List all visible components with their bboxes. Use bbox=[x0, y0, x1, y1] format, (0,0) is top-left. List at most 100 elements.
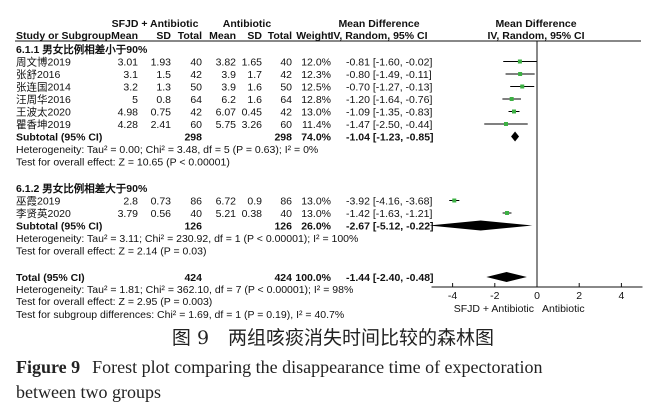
effect-square bbox=[505, 211, 510, 215]
table-row: 张连国2014 3.2 1.3 50 3.9 1.6 50 12.5% -0.70 [-1.27… bbox=[16, 81, 432, 94]
effect-square bbox=[452, 198, 457, 203]
header-md-method: IV, Random, 95% CI bbox=[330, 30, 427, 42]
cell-n-c: 86 bbox=[280, 196, 292, 208]
subgroup-differences-text: Test for subgroup differences: Chi² = 1.… bbox=[16, 309, 344, 321]
subtotal-row-label: Subtotal (95% CI) bbox=[16, 221, 102, 233]
subtotal-row-n-exp: 126 bbox=[184, 221, 202, 233]
header-group-ctl: Antibiotic bbox=[223, 18, 272, 30]
cell-n-c: 60 bbox=[280, 119, 292, 131]
total-row-ci: -1.44 [-2.40, -0.48] bbox=[346, 272, 434, 284]
total-row: Total (95% CI) 424 424 100.0% -1.44 [-2.40, … bbox=[16, 272, 434, 284]
effect-square bbox=[512, 109, 517, 114]
cell-mean-e: 3.01 bbox=[118, 57, 139, 69]
cell-weight: 13.0% bbox=[301, 107, 331, 119]
effect-square bbox=[517, 59, 522, 64]
cell-mean-c: 3.82 bbox=[216, 57, 237, 69]
cell-mean-c: 6.07 bbox=[216, 107, 237, 119]
ci-text: -0.81 [-1.60, -0.02] bbox=[346, 57, 432, 69]
cell-mean-e: 3.2 bbox=[123, 82, 138, 94]
cell-sd-c: 0.38 bbox=[242, 208, 263, 220]
cell-weight: 12.3% bbox=[301, 69, 331, 81]
table-row: 瞿香坤2019 4.28 2.41 60 5.75 3.26 60 11.4% -1.47 [-… bbox=[16, 118, 432, 131]
total-row-diamond bbox=[486, 272, 527, 282]
total-overall-effect-text: Test for overall effect: Z = 2.95 (P = 0… bbox=[16, 296, 212, 308]
x-tick-label: -4 bbox=[448, 290, 457, 302]
header-group-exp: SFJD + Antibiotic bbox=[112, 18, 199, 30]
table-row: 巫霞2019 2.8 0.73 86 6.72 0.9 86 13.0% -3.92 [-4.1… bbox=[16, 196, 432, 208]
cell-n-c: 40 bbox=[280, 57, 292, 69]
cell-mean-c: 5.75 bbox=[216, 119, 237, 131]
effect-square bbox=[503, 122, 508, 126]
cell-sd-e: 0.8 bbox=[156, 94, 171, 106]
cell-n-c: 50 bbox=[280, 82, 292, 94]
table-row: 李贤英2020 3.79 0.56 40 5.21 0.38 40 13.0% -1.42 [-… bbox=[16, 207, 432, 220]
cell-n-e: 42 bbox=[190, 107, 202, 119]
cell-weight: 12.8% bbox=[301, 94, 331, 106]
subtotal-row-ci: -1.04 [-1.23, -0.85] bbox=[346, 132, 434, 144]
cell-weight: 12.0% bbox=[301, 57, 331, 69]
cell-n-e: 60 bbox=[190, 119, 202, 131]
total-row-n-ctl: 424 bbox=[274, 272, 292, 284]
overall-effect-text: Test for overall effect: Z = 2.14 (P = 0… bbox=[16, 246, 206, 258]
header-md-plot-method: IV, Random, 95% CI bbox=[487, 30, 584, 42]
cell-mean-e: 3.79 bbox=[118, 208, 139, 220]
cell-sd-e: 2.41 bbox=[151, 119, 172, 131]
subtotal-row: Subtotal (95% CI) 126 126 26.0% -2.67 [-5.12… bbox=[16, 221, 434, 233]
subtotal-row: Subtotal (95% CI) 298 298 74.0% -1.04 [-1.23… bbox=[16, 132, 434, 144]
x-tick-label: 4 bbox=[618, 290, 624, 302]
heterogeneity-text: Heterogeneity: Tau² = 3.11; Chi² = 230.9… bbox=[16, 233, 358, 245]
plot-area: -4 -2 0 2 4 SFJD + Antibiotic Antibiotic bbox=[428, 41, 643, 315]
cell-weight: 12.5% bbox=[301, 82, 331, 94]
ci-text: -0.80 [-1.49, -0.11] bbox=[346, 69, 432, 81]
cell-n-c: 42 bbox=[280, 107, 292, 119]
subtotal-row-weight: 74.0% bbox=[301, 132, 331, 144]
subtotal-row-ci: -2.67 [-5.12, -0.22] bbox=[346, 221, 434, 233]
cell-weight: 13.0% bbox=[301, 196, 331, 208]
caption-en-line1: Figure 9 Forest plot comparing the disapp… bbox=[16, 357, 543, 377]
overall-effect-text: Test for overall effect: Z = 10.65 (P < … bbox=[16, 157, 230, 169]
table-row: 周文博2019 3.01 1.93 40 3.82 1.65 40 12.0% -0.81 [-… bbox=[16, 56, 432, 69]
favours-left-label: SFJD + Antibiotic bbox=[454, 303, 534, 315]
cell-n-c: 42 bbox=[280, 69, 292, 81]
subtotal-row-n-exp: 298 bbox=[184, 132, 202, 144]
effect-square bbox=[520, 84, 525, 89]
cell-n-e: 40 bbox=[190, 57, 202, 69]
cell-mean-c: 3.9 bbox=[221, 82, 236, 94]
ci-text: -3.92 [-4.16, -3.68] bbox=[346, 196, 432, 208]
table-row: 王波太2020 4.98 0.75 42 6.07 0.45 42 13.0% -1.09 [-… bbox=[16, 106, 432, 119]
total-row-weight: 100.0% bbox=[295, 272, 331, 284]
subtotal-row-diamond bbox=[428, 220, 533, 231]
effect-square bbox=[509, 97, 514, 101]
heterogeneity-text: Heterogeneity: Tau² = 0.00; Chi² = 3.48,… bbox=[16, 144, 318, 156]
cell-sd-c: 3.26 bbox=[242, 119, 263, 131]
cell-sd-c: 1.6 bbox=[247, 82, 262, 94]
cell-mean-e: 4.28 bbox=[118, 119, 139, 131]
table-row: 汪周华2016 5 0.8 64 6.2 1.6 64 12.8% -1.20 [-1.64, … bbox=[16, 93, 432, 106]
caption-en-line2: between two groups bbox=[16, 382, 161, 402]
table-body: 6.1.1 男女比例相差小于90%周文博2019 3.01 1.93 40 3.82 1.… bbox=[16, 43, 434, 321]
cell-sd-c: 1.65 bbox=[242, 57, 263, 69]
caption-en-label: Figure 9 bbox=[16, 357, 80, 377]
cell-sd-e: 0.73 bbox=[151, 196, 172, 208]
cell-sd-e: 1.3 bbox=[156, 82, 171, 94]
subtotal-row-weight: 26.0% bbox=[301, 221, 331, 233]
ci-text: -0.70 [-1.27, -0.13] bbox=[346, 82, 432, 94]
cell-mean-c: 6.72 bbox=[216, 196, 237, 208]
study-name: 张连国2014 bbox=[16, 81, 71, 94]
x-tick-label: -2 bbox=[490, 290, 499, 302]
cell-n-e: 42 bbox=[190, 69, 202, 81]
header-total-ctl: Total bbox=[268, 30, 292, 42]
x-tick-label: 2 bbox=[576, 290, 582, 302]
cell-sd-c: 0.9 bbox=[247, 196, 262, 208]
cell-sd-c: 1.6 bbox=[247, 94, 262, 106]
study-name: 瞿香坤2019 bbox=[16, 118, 71, 131]
cell-n-c: 64 bbox=[280, 94, 292, 106]
cell-n-e: 50 bbox=[190, 82, 202, 94]
cell-sd-e: 0.56 bbox=[151, 208, 172, 220]
ci-text: -1.47 [-2.50, -0.44] bbox=[346, 119, 432, 131]
header-md-title: Mean Difference bbox=[338, 18, 419, 30]
cell-n-e: 86 bbox=[190, 196, 202, 208]
cell-mean-c: 6.2 bbox=[221, 94, 236, 106]
cell-sd-e: 0.75 bbox=[151, 107, 172, 119]
